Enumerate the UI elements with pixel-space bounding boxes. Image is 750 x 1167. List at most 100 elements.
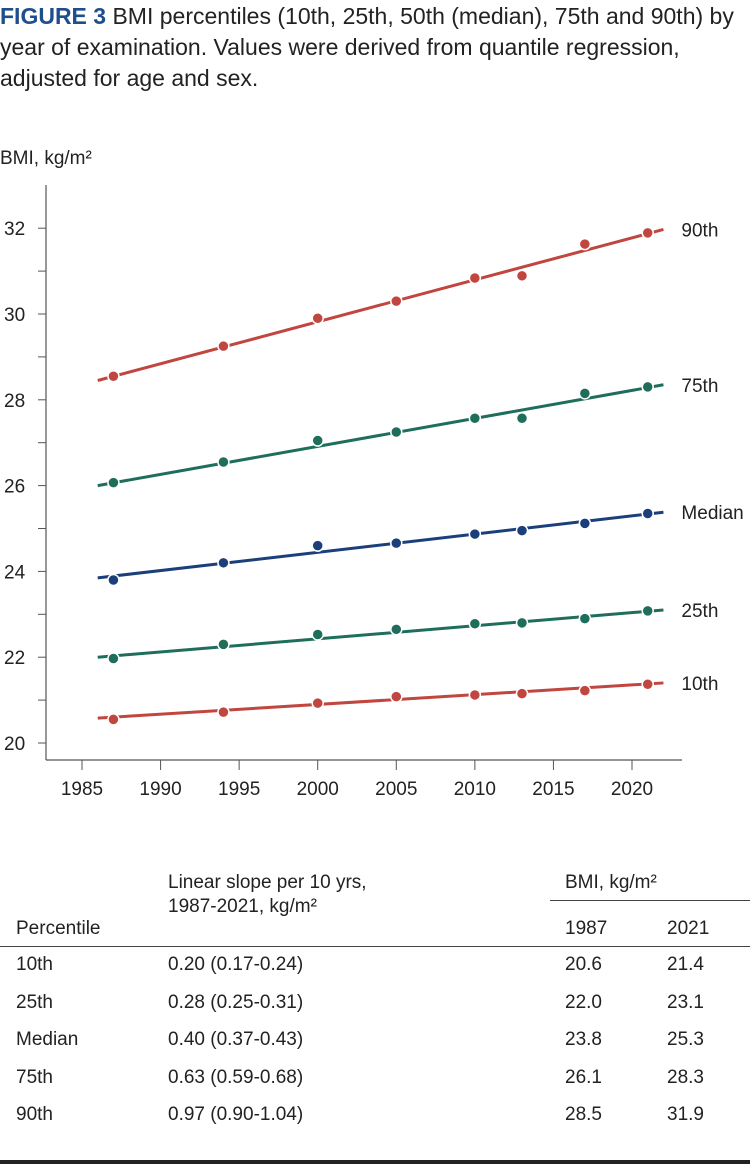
x-tick-label: 2010 <box>454 779 496 800</box>
cell-2021: 31.9 <box>667 1104 704 1125</box>
cell-percentile: 90th <box>16 1104 53 1125</box>
cell-slope: 0.20 (0.17-0.24) <box>168 954 304 975</box>
fit-line-median <box>97 510 664 580</box>
table-row: 75th 0.63 (0.59-0.68) 26.1 28.3 <box>0 1067 750 1103</box>
data-point <box>641 677 654 691</box>
x-tick-label: 2005 <box>375 779 417 800</box>
cell-2021: 25.3 <box>667 1029 704 1050</box>
data-point <box>311 539 324 552</box>
cell-1987: 22.0 <box>565 991 602 1013</box>
fit-line-10th <box>97 681 664 720</box>
data-point <box>217 455 230 469</box>
data-point <box>390 536 403 550</box>
data-point <box>390 425 403 439</box>
cell-1987: 23.8 <box>565 1029 602 1050</box>
data-point <box>107 476 120 489</box>
cell-percentile: 75th <box>16 1066 53 1088</box>
x-tick-label: 1995 <box>218 779 260 800</box>
bottom-rule <box>0 1160 750 1164</box>
data-point <box>217 556 230 570</box>
data-point <box>311 696 324 710</box>
y-tick-label: 20 <box>4 734 25 755</box>
header-2021: 2021 <box>667 918 710 939</box>
data-point <box>515 269 529 283</box>
header-slope: Linear slope per 10 yrs, <box>168 872 367 893</box>
caption-text: BMI percentiles (10th, 25th, 50th (media… <box>0 3 734 91</box>
x-tick-label: 1990 <box>139 779 181 800</box>
fit-line-25th <box>97 608 664 659</box>
data-point <box>515 524 529 537</box>
table-header-row-2: Percentile 1987-2021, kg/m² 1987 2021 <box>0 896 750 954</box>
data-point <box>390 294 403 308</box>
cell-1987: 28.5 <box>565 1104 602 1125</box>
x-tick-label: 2020 <box>611 779 653 800</box>
y-tick-label: 26 <box>4 477 25 498</box>
data-point <box>641 380 654 394</box>
data-point <box>311 312 324 325</box>
table-row: Median 0.40 (0.37-0.43) 23.8 25.3 <box>0 1029 750 1065</box>
x-tick-label: 2015 <box>532 779 574 800</box>
y-tick-label: 32 <box>4 219 25 240</box>
data-point <box>390 623 403 636</box>
cell-slope: 0.97 (0.90-1.04) <box>168 1104 304 1125</box>
table-row: 90th 0.97 (0.90-1.04) 28.5 31.9 <box>0 1104 750 1140</box>
data-point <box>515 616 529 630</box>
data-point <box>641 507 654 520</box>
data-point <box>217 705 230 719</box>
data-point <box>217 339 230 353</box>
table-header-row-1: Linear slope per 10 yrs, BMI, kg/m² <box>0 872 750 908</box>
data-point <box>578 517 592 530</box>
cell-2021: 28.3 <box>667 1066 704 1088</box>
bmi-chart: BMI, kg/m² 20 22 24 26 28 30 32 1985 1990 1995 2000… <box>0 148 744 800</box>
header-1987: 1987 <box>565 918 608 939</box>
y-axis-label: BMI, kg/m² <box>0 148 92 169</box>
header-slope-2: 1987-2021, kg/m² <box>168 896 317 917</box>
data-point <box>311 434 324 447</box>
header-divider <box>550 900 750 901</box>
fit-line-75th <box>97 383 664 488</box>
cell-percentile: 25th <box>16 991 53 1013</box>
data-point <box>107 573 120 587</box>
cell-percentile: 10th <box>16 954 53 975</box>
data-point <box>390 690 403 703</box>
data-point <box>578 387 592 400</box>
data-point <box>217 638 230 651</box>
data-point <box>311 628 324 641</box>
series-label: 75th <box>681 376 718 397</box>
table-row: 25th 0.28 (0.25-0.31) 22.0 23.1 <box>0 992 750 1028</box>
y-tick-label: 22 <box>4 648 25 669</box>
data-point <box>468 688 482 702</box>
header-bmi: BMI, kg/m² <box>565 872 657 893</box>
data-point <box>515 687 529 700</box>
data-point <box>468 271 482 285</box>
data-point <box>641 604 654 618</box>
cell-slope: 0.28 (0.25-0.31) <box>168 991 304 1013</box>
figure-label: FIGURE 3 <box>0 3 107 29</box>
header-percentile: Percentile <box>16 918 101 939</box>
x-tick-label: 2000 <box>297 779 339 800</box>
cell-percentile: Median <box>16 1029 79 1050</box>
series-label: 10th <box>681 674 718 695</box>
data-point <box>515 411 529 425</box>
data-point <box>578 684 592 697</box>
series-label: 90th <box>681 220 718 241</box>
data-point <box>468 411 482 425</box>
cell-1987: 26.1 <box>565 1066 602 1088</box>
x-tick-label: 1985 <box>61 779 103 800</box>
figure-caption: FIGURE 3 BMI percentiles (10th, 25th, 50… <box>0 0 740 94</box>
cell-1987: 20.6 <box>565 954 602 975</box>
data-point <box>641 226 654 240</box>
data-point <box>107 369 120 383</box>
series-label: 25th <box>681 601 718 622</box>
header-rule <box>0 946 750 947</box>
data-point <box>107 713 120 726</box>
cell-slope: 0.63 (0.59-0.68) <box>168 1066 304 1088</box>
table-row: 10th 0.20 (0.17-0.24) 20.6 21.4 <box>0 954 750 990</box>
y-tick-label: 24 <box>4 562 26 583</box>
fit-line-90th <box>97 228 664 382</box>
data-point <box>468 527 482 541</box>
cell-2021: 21.4 <box>667 954 704 975</box>
data-point <box>107 652 120 665</box>
y-tick-label: 30 <box>4 305 25 326</box>
cell-2021: 23.1 <box>667 991 704 1013</box>
